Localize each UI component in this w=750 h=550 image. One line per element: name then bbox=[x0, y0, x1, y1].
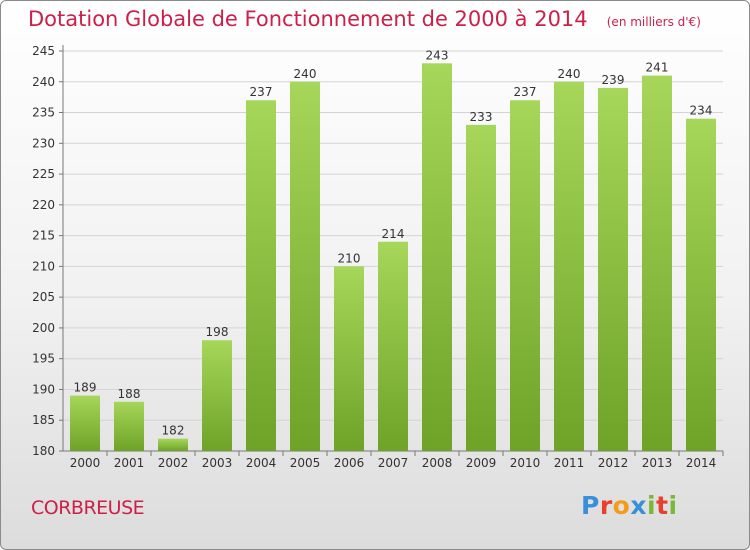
y-tick-label: 185 bbox=[32, 413, 55, 427]
data-label-2007: 214 bbox=[382, 227, 405, 241]
bar-2008 bbox=[422, 63, 452, 452]
bar-2010 bbox=[510, 100, 540, 451]
bar-2002 bbox=[158, 438, 188, 451]
chart-subtitle: (en milliers d'€) bbox=[606, 15, 701, 29]
data-label-2009: 233 bbox=[470, 110, 493, 124]
y-tick-label: 180 bbox=[32, 444, 55, 458]
bar-2004 bbox=[246, 100, 276, 451]
y-tick-label: 195 bbox=[32, 352, 55, 366]
x-tick-label-2000: 2000 bbox=[70, 456, 101, 470]
data-label-2012: 239 bbox=[602, 73, 625, 87]
data-label-2008: 243 bbox=[426, 48, 449, 62]
axes: 180 185 190 195 200 205 210 215 220 225 230 235 240 2… bbox=[32, 44, 724, 470]
data-labels: 189 188 182 198 237 240 210 214 243 233 237 240 239 2… bbox=[74, 48, 713, 437]
x-tick-label-2011: 2011 bbox=[554, 456, 585, 470]
x-tick-label-2012: 2012 bbox=[598, 456, 629, 470]
y-tick-label: 215 bbox=[32, 229, 55, 243]
bars bbox=[70, 63, 716, 452]
data-label-2002: 182 bbox=[162, 424, 185, 438]
x-tick-label-2009: 2009 bbox=[466, 456, 497, 470]
bar-2005 bbox=[290, 81, 320, 452]
chart-title: Dotation Globale de Fonctionnement de 20… bbox=[28, 7, 588, 31]
x-tick-label-2007: 2007 bbox=[378, 456, 409, 470]
y-tick-label: 245 bbox=[32, 44, 55, 58]
data-label-2013: 241 bbox=[646, 61, 669, 75]
bar-2000 bbox=[70, 395, 100, 451]
data-label-2014: 234 bbox=[690, 104, 713, 118]
data-label-2010: 237 bbox=[514, 85, 537, 99]
x-tick-label-2003: 2003 bbox=[202, 456, 233, 470]
logo-letter: P bbox=[581, 491, 600, 520]
data-label-2006: 210 bbox=[338, 251, 361, 265]
x-tick-label-2001: 2001 bbox=[114, 456, 145, 470]
data-label-2011: 240 bbox=[558, 67, 581, 81]
proxiti-logo: Proxiti bbox=[581, 491, 678, 520]
logo-letter: i bbox=[668, 491, 678, 520]
logo-letter: i bbox=[647, 491, 657, 520]
bar-2012 bbox=[598, 87, 628, 451]
x-tick-label-2004: 2004 bbox=[246, 456, 277, 470]
bar-2007 bbox=[378, 241, 408, 451]
x-tick-label-2014: 2014 bbox=[686, 456, 717, 470]
bar-2013 bbox=[642, 75, 672, 451]
x-tick-label-2013: 2013 bbox=[642, 456, 673, 470]
bar-2011 bbox=[554, 81, 584, 452]
y-tick-label: 200 bbox=[32, 321, 55, 335]
y-tick-label: 210 bbox=[32, 259, 55, 273]
logo-letter: r bbox=[599, 491, 613, 520]
data-label-2004: 237 bbox=[250, 85, 273, 99]
y-tick-label: 190 bbox=[32, 382, 55, 396]
x-tick-label-2005: 2005 bbox=[290, 456, 321, 470]
logo-letter: o bbox=[612, 491, 631, 520]
y-tick-label: 220 bbox=[32, 198, 55, 212]
y-tick-label: 205 bbox=[32, 290, 55, 304]
data-label-2001: 188 bbox=[118, 387, 141, 401]
y-tick-label: 230 bbox=[32, 136, 55, 150]
title-row: Dotation Globale de Fonctionnement de 20… bbox=[28, 7, 701, 31]
commune-name: CORBREUSE bbox=[31, 497, 145, 519]
bar-2003 bbox=[202, 340, 232, 451]
y-tick-label: 235 bbox=[32, 106, 55, 120]
x-tick-label-2010: 2010 bbox=[510, 456, 541, 470]
bar-2006 bbox=[334, 266, 364, 451]
y-tick-label: 225 bbox=[32, 167, 55, 181]
x-tick-label-2006: 2006 bbox=[334, 456, 365, 470]
bar-2001 bbox=[114, 401, 144, 451]
x-tick-label-2008: 2008 bbox=[422, 456, 453, 470]
bar-2009 bbox=[466, 124, 496, 451]
y-tick-label: 240 bbox=[32, 75, 55, 89]
logo-letter: x bbox=[630, 491, 647, 520]
x-tick-label-2002: 2002 bbox=[158, 456, 189, 470]
data-label-2003: 198 bbox=[206, 325, 229, 339]
logo-letter: t bbox=[656, 491, 669, 520]
bar-2014 bbox=[686, 118, 716, 451]
data-label-2005: 240 bbox=[294, 67, 317, 81]
data-label-2000: 189 bbox=[74, 381, 97, 395]
